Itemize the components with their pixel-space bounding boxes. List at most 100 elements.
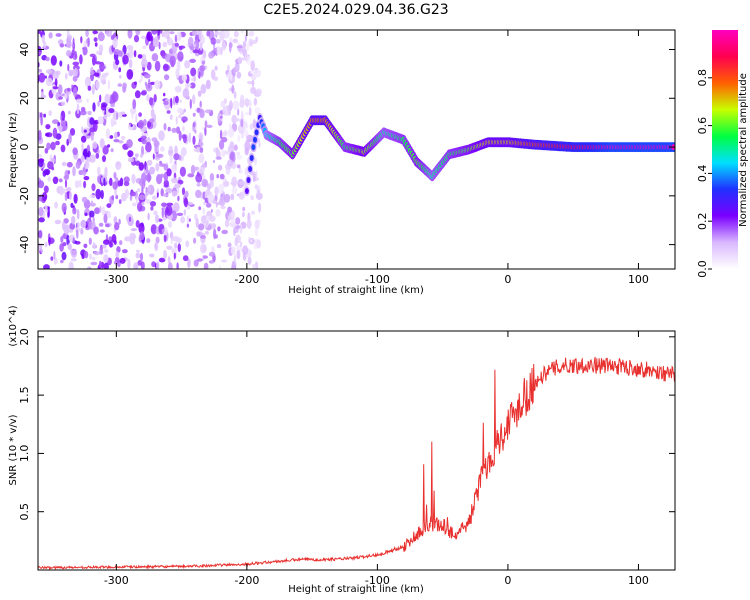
noise-cell <box>147 159 153 166</box>
noise-cell <box>135 160 141 166</box>
noise-cell <box>181 74 188 82</box>
x-tick-label: -100 <box>365 574 390 587</box>
noise-cell <box>181 187 186 196</box>
noise-cell <box>44 204 48 213</box>
noise-cell <box>127 258 131 269</box>
noise-cell <box>71 249 77 258</box>
noise-cell <box>38 158 45 163</box>
noise-cell <box>220 47 223 56</box>
noise-cell <box>119 257 126 264</box>
noise-cell <box>245 112 250 116</box>
noise-cell <box>204 109 212 114</box>
noise-cell <box>143 73 151 79</box>
noise-cell <box>192 94 196 105</box>
noise-cell <box>236 42 240 46</box>
noise-cell <box>223 98 227 104</box>
noise-cell <box>81 196 88 203</box>
noise-cell <box>199 100 202 109</box>
noise-cell <box>40 243 43 254</box>
noise-cell <box>83 129 87 133</box>
noise-cell <box>92 102 96 112</box>
noise-cell <box>209 30 213 37</box>
noise-cell <box>210 209 213 213</box>
noise-cell <box>193 237 197 244</box>
noise-cell <box>130 124 133 127</box>
noise-cell <box>114 222 120 231</box>
noise-cell <box>180 216 186 224</box>
noise-cell <box>144 150 148 155</box>
noise-cell <box>255 36 259 42</box>
noise-cell <box>105 30 113 37</box>
noise-cell <box>252 265 257 269</box>
x-tick-label: -300 <box>104 574 129 587</box>
noise-cell <box>216 244 222 249</box>
noise-cell <box>229 123 232 129</box>
noise-cell <box>137 54 143 59</box>
noise-cell <box>173 202 180 213</box>
noise-cell <box>169 31 175 35</box>
noise-cell <box>71 49 76 56</box>
noise-cell <box>189 58 197 64</box>
noise-cell <box>45 132 50 137</box>
noise-cell <box>117 180 122 187</box>
noise-cell <box>126 69 134 80</box>
noise-cell <box>90 73 94 82</box>
noise-cell <box>221 259 228 263</box>
noise-cell <box>155 236 160 244</box>
noise-cell <box>110 117 115 128</box>
ridge-cell <box>251 144 256 151</box>
noise-cell <box>132 202 137 207</box>
noise-cell <box>140 153 143 158</box>
noise-cell <box>149 201 157 207</box>
noise-cell <box>92 242 96 248</box>
noise-cell <box>232 67 237 75</box>
noise-cell <box>168 146 173 151</box>
noise-cell <box>166 202 174 206</box>
noise-cell <box>178 155 182 161</box>
noise-cell <box>59 43 65 48</box>
noise-cell <box>150 206 154 211</box>
noise-cell <box>250 86 257 95</box>
noise-cell <box>38 51 42 55</box>
noise-cell <box>193 39 200 50</box>
noise-cell <box>229 141 235 149</box>
x-tick-label: -200 <box>234 273 259 286</box>
noise-cell <box>171 127 177 133</box>
x-tick-label: 100 <box>628 574 649 587</box>
noise-cell <box>167 262 173 269</box>
noise-cell <box>196 231 201 237</box>
noise-cell <box>122 54 129 65</box>
noise-cell <box>114 131 118 140</box>
noise-cell <box>70 243 73 255</box>
noise-cell <box>113 172 117 180</box>
noise-cell <box>186 223 190 228</box>
noise-cell <box>234 237 238 247</box>
noise-cell <box>88 237 92 245</box>
noise-cell <box>163 123 167 131</box>
noise-cell <box>177 107 184 114</box>
noise-cell <box>219 264 222 269</box>
noise-cell <box>163 163 169 171</box>
noise-cell <box>43 113 46 118</box>
noise-cell <box>240 30 244 34</box>
noise-cell <box>97 32 105 42</box>
noise-cell <box>70 258 77 262</box>
noise-cell <box>178 114 182 119</box>
noise-cell <box>174 183 181 189</box>
noise-cell <box>193 75 196 83</box>
noise-cell <box>38 154 43 158</box>
noise-cell <box>144 81 147 87</box>
noise-cell <box>156 153 164 158</box>
noise-cell <box>237 108 240 116</box>
noise-cell <box>238 191 245 200</box>
noise-cell <box>174 85 182 93</box>
noise-cell <box>184 60 191 69</box>
noise-cell <box>38 68 43 73</box>
noise-cell <box>145 141 152 153</box>
noise-cell <box>151 30 158 35</box>
noise-cell <box>206 124 213 128</box>
noise-cell <box>163 92 166 97</box>
noise-cell <box>244 53 249 62</box>
noise-cell <box>184 190 189 198</box>
